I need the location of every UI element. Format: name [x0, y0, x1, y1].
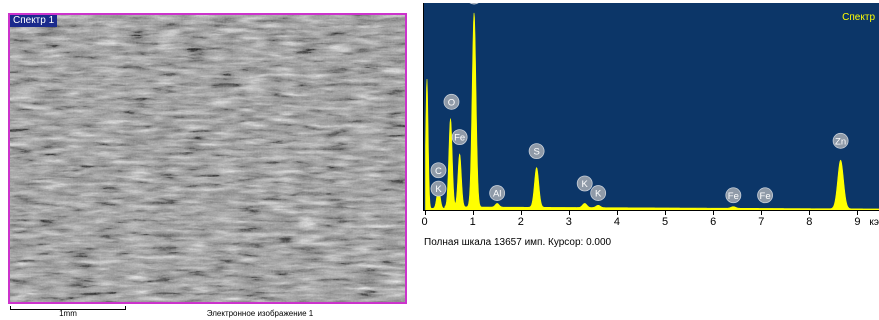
element-label-c-0: C — [430, 162, 447, 179]
element-label-fe-10: Fe — [757, 187, 773, 204]
x-tick-7 — [761, 211, 763, 215]
x-tick-6 — [713, 211, 715, 215]
x-tick-label-5: 5 — [662, 216, 669, 228]
spectrum-title: Спектр — [842, 12, 875, 23]
x-tick-label-1: 1 — [469, 216, 476, 228]
image-caption: Электронное изображение 1 — [206, 309, 314, 318]
x-tick-label-0: 0 — [421, 216, 428, 228]
svg-text:Fe: Fe — [760, 191, 771, 202]
svg-text:K: K — [582, 179, 589, 190]
spectrum-chart[interactable]: CKOFeZnAlSKKFeFeZn Спектр — [423, 3, 879, 211]
element-label-zn-11: Zn — [832, 132, 849, 149]
svg-text:C: C — [435, 166, 442, 177]
x-tick-label-3: 3 — [565, 216, 572, 228]
x-tick-label-6: 6 — [710, 216, 717, 228]
spectrum-marker-label: Спектр 1 — [10, 15, 58, 27]
x-axis-unit-label: кэ — [869, 217, 879, 228]
electron-image-panel: Спектр 1 — [8, 13, 407, 304]
spectrum-series — [425, 12, 879, 210]
x-tick-label-7: 7 — [758, 216, 765, 228]
svg-text:Zn: Zn — [835, 136, 846, 147]
element-label-k-7: K — [576, 175, 593, 192]
x-tick-0 — [424, 211, 426, 215]
x-tick-label-2: 2 — [517, 216, 524, 228]
x-tick-1 — [472, 211, 474, 215]
x-tick-9 — [857, 211, 859, 215]
svg-text:K: K — [595, 189, 602, 200]
svg-text:S: S — [533, 147, 539, 158]
element-label-fe-3: Fe — [451, 129, 468, 146]
x-tick-3 — [568, 211, 570, 215]
x-tick-label-9: 9 — [854, 216, 861, 228]
svg-text:Fe: Fe — [728, 191, 739, 202]
element-label-o-2: O — [443, 93, 460, 110]
svg-text:K: K — [435, 184, 442, 195]
x-tick-5 — [665, 211, 666, 215]
element-label-fe-9: Fe — [725, 187, 742, 204]
status-line: Полная шкала 13657 имп. Курсор: 0.000 — [424, 237, 612, 248]
element-label-s-6: S — [528, 143, 545, 160]
scale-bar — [10, 306, 126, 310]
element-label-zn-4: Zn — [469, 3, 480, 5]
svg-text:Al: Al — [493, 189, 501, 200]
x-axis: кэ 0 1 2 3 4 5 6 7 8 9 — [421, 211, 879, 235]
x-tick-label-4: 4 — [613, 216, 621, 228]
svg-text:O: O — [448, 97, 455, 108]
element-label-al-5: Al — [489, 185, 506, 201]
spectrum-plot[interactable]: CKOFeZnAlSKKFeFeZn — [424, 3, 879, 211]
scale-bar-label: 1mm — [59, 309, 77, 318]
x-tick-4 — [616, 211, 618, 215]
x-tick-2 — [520, 211, 522, 215]
electron-image — [10, 15, 405, 302]
x-tick-label-8: 8 — [806, 216, 813, 228]
element-label-k-8: K — [590, 185, 607, 201]
element-label-k-1: K — [430, 180, 447, 197]
svg-text:Fe: Fe — [454, 133, 465, 144]
x-tick-8 — [809, 211, 811, 215]
